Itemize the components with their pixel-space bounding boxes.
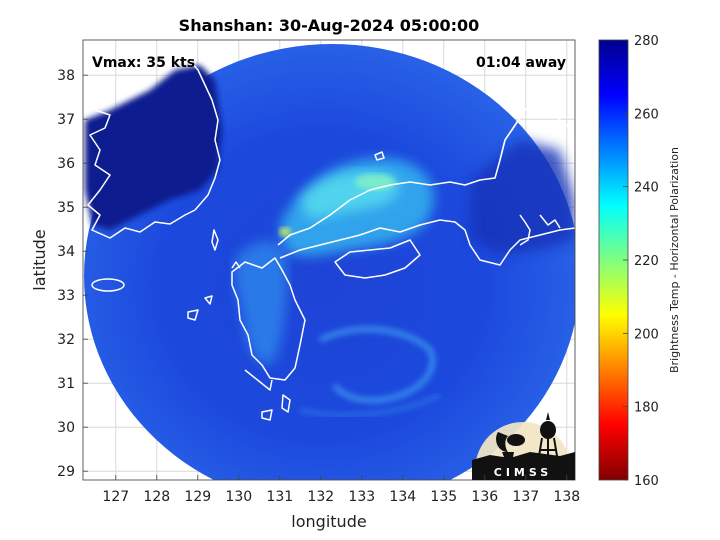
x-tick-label: 137 <box>512 489 539 505</box>
cimss-logo: CIMSS <box>472 412 575 480</box>
colorbar-tick-label: 160 <box>634 474 659 489</box>
x-tick-label: 128 <box>143 489 170 505</box>
x-tick-label: 130 <box>225 489 252 505</box>
colorbar-tick-label: 280 <box>634 34 659 49</box>
logo-text: CIMSS <box>494 466 552 479</box>
colorbar-tick-label: 180 <box>634 401 659 416</box>
x-axis-ticks: 127 128 129 130 131 132 133 134 135 136 137 138 <box>102 475 580 505</box>
y-axis-label: latitude <box>30 229 49 290</box>
y-tick-label: 36 <box>57 156 75 172</box>
x-tick-label: 135 <box>430 489 457 505</box>
coastlines <box>83 54 575 421</box>
plot-border <box>82 39 576 481</box>
map-title: Shanshan: 30-Aug-2024 05:00:00 <box>179 16 480 35</box>
x-tick-label: 132 <box>307 489 334 505</box>
y-tick-label: 35 <box>57 200 75 216</box>
y-axis-ticks: 29 30 31 32 33 34 35 36 37 38 <box>57 68 88 480</box>
y-tick-label: 31 <box>57 376 75 392</box>
y-tick-label: 32 <box>57 332 75 348</box>
x-axis-label: longitude <box>291 512 366 531</box>
x-tick-label: 136 <box>471 489 498 505</box>
vmax-label: Vmax: 35 kts <box>92 55 195 71</box>
y-tick-label: 30 <box>57 420 75 436</box>
x-tick-label: 134 <box>389 489 416 505</box>
x-tick-label: 133 <box>348 489 375 505</box>
colorbar-tick-label: 220 <box>634 254 659 269</box>
y-tick-label: 33 <box>57 288 75 304</box>
colorbar-ticks: 160 180 200 220 240 260 280 <box>623 34 659 489</box>
colorbar-tick-label: 240 <box>634 181 659 196</box>
colorbar-tick-label: 200 <box>634 327 659 342</box>
x-tick-label: 127 <box>102 489 129 505</box>
x-tick-label: 129 <box>184 489 211 505</box>
colorbar-tick-label: 260 <box>634 107 659 122</box>
x-tick-label: 131 <box>266 489 293 505</box>
y-tick-label: 37 <box>57 112 75 128</box>
colorbar-label: Brightness Temp - Horizontal Polarizatio… <box>668 147 681 373</box>
time-away-label: 01:04 away <box>476 55 566 71</box>
x-tick-label: 138 <box>553 489 580 505</box>
y-tick-label: 29 <box>57 464 75 480</box>
colorbar: 160 180 200 220 240 260 280 Brightness Temp - … <box>598 34 681 489</box>
y-tick-label: 38 <box>57 68 75 84</box>
y-tick-label: 34 <box>57 244 75 260</box>
